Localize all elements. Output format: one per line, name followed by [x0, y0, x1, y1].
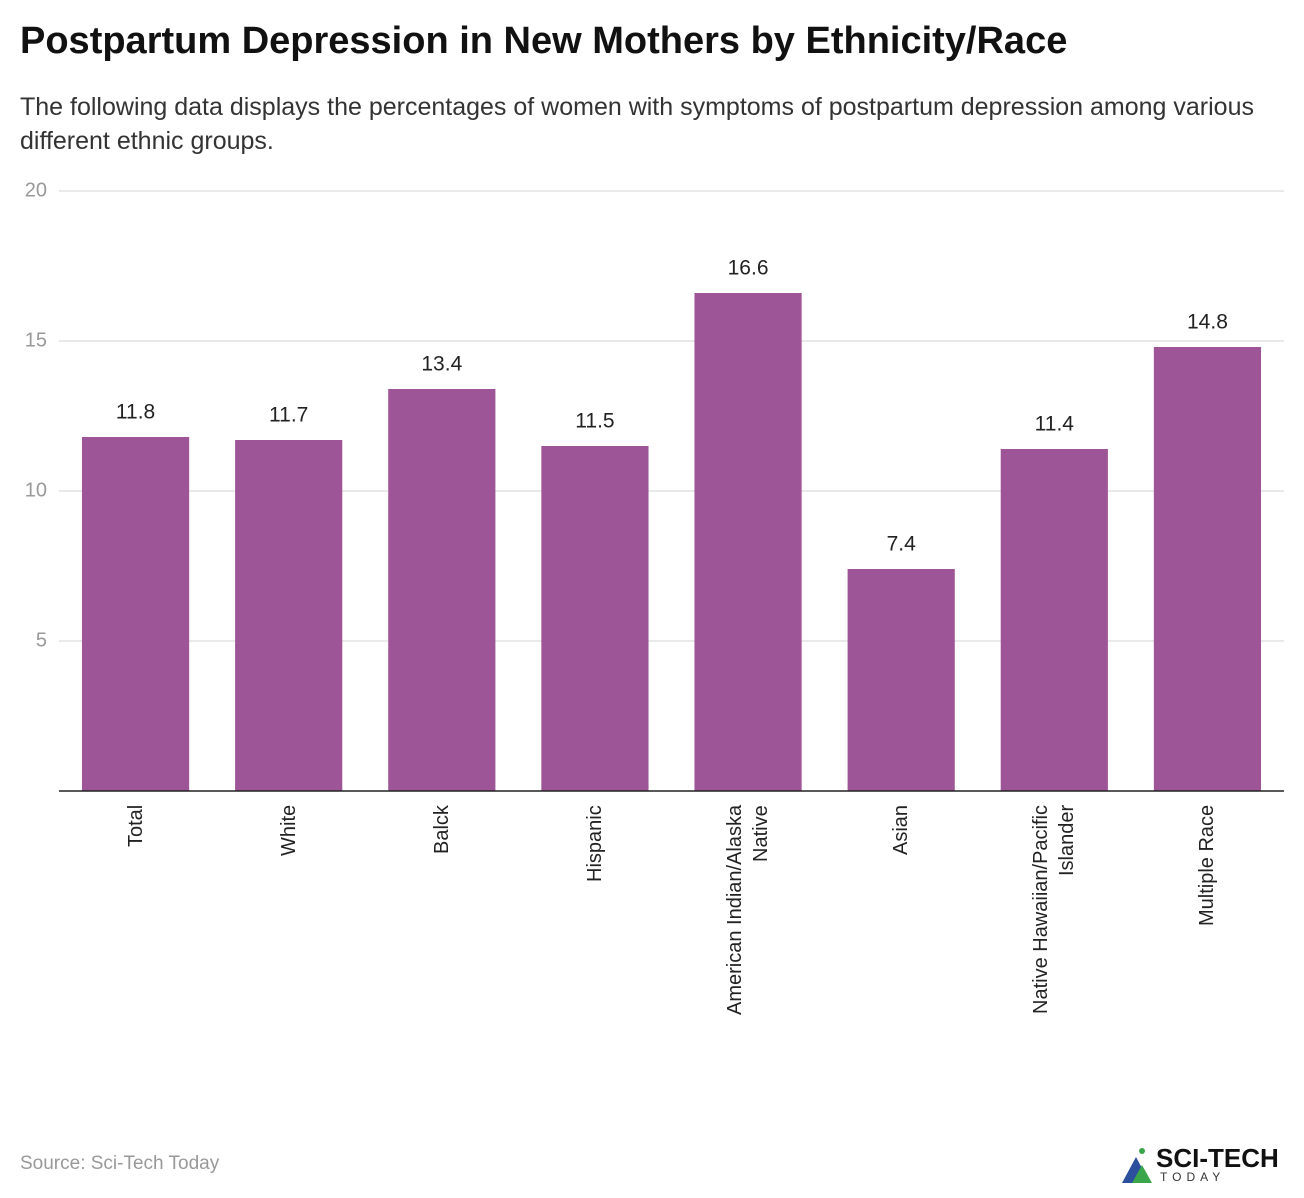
x-tick-label: Hispanic [583, 805, 606, 882]
bar [1153, 347, 1262, 791]
x-tick-label: Total [124, 805, 147, 848]
x-tick-label: Native Hawaiian/Pacific Islander [1030, 805, 1079, 1014]
bar [81, 437, 190, 791]
x-tick-label: Balck [430, 805, 453, 854]
logo-tagline: TODAY [1160, 1170, 1226, 1184]
data-label: 16.6 [728, 257, 769, 280]
source: Source: Sci-Tech Today [20, 1153, 220, 1174]
data-label: 11.8 [116, 401, 155, 424]
data-label: 11.4 [1035, 413, 1075, 436]
bar [235, 440, 343, 791]
y-tick-label: 5 [36, 629, 47, 651]
bar [388, 389, 496, 791]
x-tick-label: American Indian/Alaska Native [724, 805, 773, 1016]
bar [847, 569, 955, 791]
y-tick-label: 20 [25, 179, 47, 201]
x-tick-label: Asian [890, 805, 913, 856]
logo-name: SCI-TECH [1156, 1143, 1279, 1173]
chart-title: Postpartum Depression in New Mothers by … [20, 20, 1068, 62]
data-label: 7.4 [887, 533, 917, 556]
y-tick-label: 10 [25, 479, 47, 501]
logo: SCI-TECH TODAY [1118, 1143, 1298, 1187]
data-label: 14.8 [1187, 311, 1228, 334]
x-tick-label: White [277, 805, 300, 857]
y-tick-label: 15 [25, 329, 47, 351]
bar [1000, 449, 1108, 791]
bar [694, 293, 802, 791]
x-tick-label: Multiple Race [1196, 805, 1219, 927]
chart-subtitle: The following data displays the percenta… [20, 93, 1254, 155]
data-label: 11.7 [269, 404, 308, 427]
data-label: 11.5 [575, 410, 614, 433]
logo-icon [1122, 1148, 1152, 1183]
data-label: 13.4 [421, 353, 462, 376]
bar [541, 446, 649, 791]
